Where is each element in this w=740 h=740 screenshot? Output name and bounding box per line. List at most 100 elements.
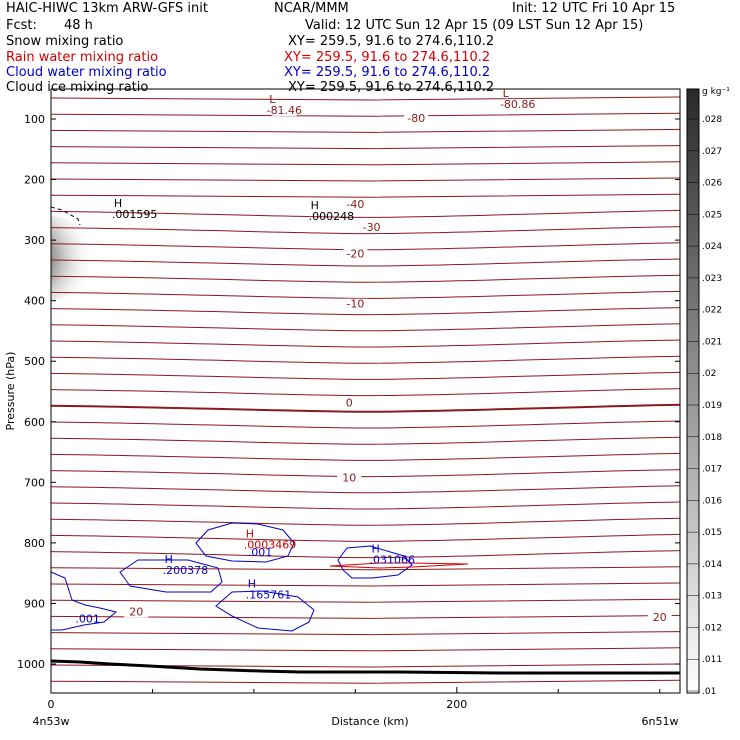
colorbar-tick-label: .025 — [702, 210, 722, 220]
left-endpoint-label: 4n53w — [33, 715, 70, 728]
temperature-label: -40 — [346, 198, 364, 211]
isotherm — [51, 582, 680, 587]
isotherm — [51, 96, 680, 101]
isotherm — [51, 501, 680, 510]
colorbar-tick-label: .026 — [702, 179, 722, 189]
temperature-label: 0 — [346, 396, 353, 409]
colorbar-tick-label: .028 — [702, 115, 722, 125]
field-name-snow: Snow mixing ratio — [6, 34, 124, 49]
isotherm — [51, 307, 680, 316]
isotherm — [51, 436, 680, 445]
isotherm — [51, 112, 680, 117]
label-bg — [337, 472, 362, 484]
isotherm — [51, 403, 680, 413]
field-xy-rain: XY= 259.5, 91.6 to 274.6,110.2 — [284, 50, 491, 65]
isotherm — [51, 323, 680, 332]
isotherm — [51, 550, 680, 559]
temperature-label: 10 — [342, 472, 356, 485]
colorbar-tick-label: .012 — [702, 623, 722, 633]
minimum-marker: L — [503, 87, 510, 100]
colorbar-tick-label: .022 — [702, 306, 722, 316]
isotherm — [51, 388, 680, 397]
maximum-label: .001 — [75, 613, 100, 626]
maximum-marker: H — [311, 199, 319, 212]
label-bg — [505, 98, 530, 110]
isotherm — [51, 355, 680, 364]
temperature-label: 20 — [653, 611, 667, 624]
field-xy-cloud-ice: XY= 259.5, 91.6 to 274.6,110.2 — [288, 80, 495, 95]
y-tick-label: 200 — [24, 174, 45, 187]
maximum-label: .001 — [248, 546, 273, 559]
y-tick-label: 600 — [24, 416, 45, 429]
isotherm — [51, 339, 680, 348]
x-axis-label: Distance (km) — [331, 715, 408, 728]
isotherm — [51, 614, 680, 619]
isotherm — [51, 566, 680, 571]
isotherm — [51, 145, 680, 150]
isotherm — [51, 161, 680, 166]
model-title: HAIC-HIWC 13km ARW-GFS init — [6, 1, 208, 16]
isotherm — [51, 533, 680, 542]
field-xy-snow: XY= 259.5, 91.6 to 274.6,110.2 — [288, 34, 495, 49]
isotherm — [51, 679, 680, 684]
label-bg — [359, 221, 384, 233]
maximum-marker: H — [246, 528, 254, 541]
isotherm — [51, 631, 680, 636]
maximum-marker: H — [165, 553, 173, 566]
temperature-label: -20 — [346, 247, 364, 260]
isotherm — [51, 226, 680, 235]
rain-water-contours — [329, 562, 469, 569]
isotherm — [51, 452, 680, 461]
isotherm — [51, 420, 680, 429]
isotherm — [51, 517, 680, 526]
colorbar-gradient — [686, 88, 700, 694]
temperature-label: 20 — [129, 605, 143, 618]
colorbar-tick-label: .027 — [702, 147, 722, 157]
cloud-ice-shading — [51, 216, 95, 300]
org-label: NCAR/MMM — [274, 1, 349, 16]
label-bg — [337, 397, 362, 409]
field-name-rain: Rain water mixing ratio — [6, 50, 159, 65]
isotherm — [51, 177, 680, 182]
colorbar-tick-label: .014 — [702, 560, 722, 570]
x-tick-label: 200 — [446, 698, 467, 711]
colorbar-unit: g kg⁻¹ — [702, 87, 730, 97]
colorbar-tick-label: .018 — [702, 433, 722, 443]
isotherm — [51, 663, 680, 668]
maximum-label: .000248 — [309, 210, 355, 223]
colorbar: .028 .027 .026 .025 .024 .023 .022 .021 .02 .019.… — [686, 87, 730, 697]
init-time: Init: 12 UTC Fri 10 Apr 15 — [512, 1, 676, 16]
maximum-marker: H — [372, 542, 380, 555]
temperature-label: -30 — [363, 221, 381, 234]
label-bg — [647, 611, 672, 623]
isotherm — [51, 242, 680, 251]
colorbar-tick-label: .024 — [702, 242, 722, 252]
forecast-hour: 48 h — [64, 18, 93, 33]
right-endpoint-label: 6n51w — [642, 715, 679, 728]
plot-frame — [50, 88, 681, 694]
label-bg — [404, 112, 429, 124]
label-bg — [343, 298, 368, 310]
maximum-label: .165761 — [246, 588, 292, 601]
colorbar-tick-label: .02 — [702, 369, 716, 379]
maximum-label: .0003469 — [244, 539, 296, 552]
isotherm — [51, 128, 680, 133]
label-bg — [343, 248, 368, 260]
isotherm — [51, 469, 680, 478]
field-xy-cloud-water: XY= 259.5, 91.6 to 274.6,110.2 — [284, 65, 491, 80]
label-bg — [343, 198, 368, 210]
colorbar-tick-label: .016 — [702, 496, 722, 506]
label-bg — [124, 606, 149, 618]
isotherm — [51, 485, 680, 494]
y-tick-label: 900 — [24, 597, 45, 610]
isotherm — [51, 258, 680, 267]
colorbar-tick-label: .011 — [702, 655, 722, 665]
colorbar-tick-label: .021 — [702, 337, 722, 347]
temperature-label: -81.46 — [267, 104, 302, 117]
field-name-cloud-ice: Cloud ice mixing ratio — [6, 80, 149, 95]
y-tick-label: 500 — [24, 355, 45, 368]
x-tick-label: 0 — [48, 698, 55, 711]
maximum-marker: H — [248, 577, 256, 590]
temperature-label: -80.86 — [500, 98, 535, 111]
